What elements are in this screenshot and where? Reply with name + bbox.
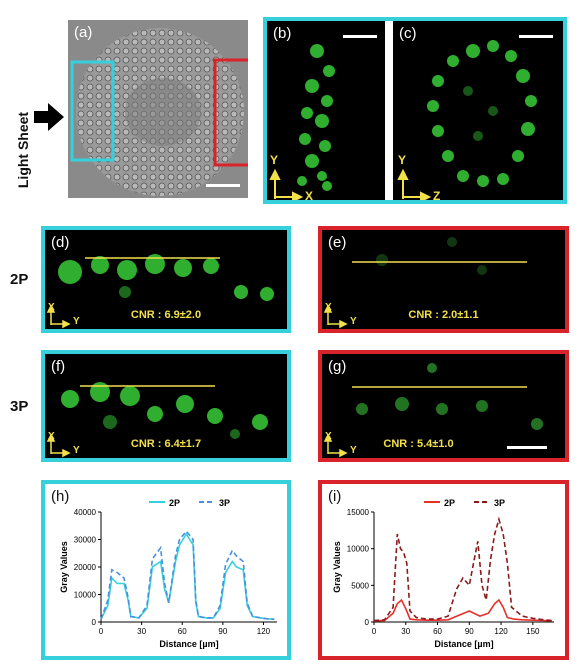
x-tick-label: 60 [433,627,442,636]
y-axis-label: Gray Values [332,541,342,593]
panel-d-label: (d) [51,234,70,251]
panel-e-cnr: CNR : 2.0±1.1 [408,309,479,321]
panel-h-label: (h) [51,488,70,505]
panel-a-label: (a) [74,24,93,41]
panel-h-plot: (h) 0 10000 20000 30000 40000 0 30 60 90 120 Dista… [41,480,291,660]
panel-d-axis-x: X [48,302,55,313]
panel-i-label: (i) [328,488,342,505]
light-sheet-label: Light Sheet [15,111,31,189]
panel-c-axis-z: Z [433,189,441,203]
panel-g-label: (g) [328,358,347,375]
panel-d-cnr: CNR : 6.9±2.0 [130,309,202,321]
panel-b-axis-x: X [305,189,314,203]
y-tick-label: 0 [365,618,370,627]
legend-label-2p: 2P [169,498,180,508]
x-tick-label: 30 [401,627,410,636]
panel-e: (e) X Y CNR : 2.0±1.1 [318,226,569,333]
panel-i-plot: (i) 0 5000 10000 15000 0 30 60 90 120 150 Distance… [318,480,569,660]
panel-g-cnr: CNR : 5.4±1.0 [383,438,454,450]
panel-g-axis-x: X [325,431,332,442]
series-line-3p [373,516,552,622]
panel-f-label: (f) [51,358,66,375]
y-axis-label: Gray Values [59,541,69,593]
panel-g: (g) X Y CNR : 5.4±1.0 [318,350,569,462]
row-label-2p: 2P [10,271,29,288]
x-tick-label: 150 [526,627,540,636]
legend-label-2p: 2P [444,498,455,508]
panel-f-cnr: CNR : 6.4±1.7 [130,438,202,450]
x-tick-label: 120 [494,627,508,636]
chart-i: 0 5000 10000 15000 0 30 60 90 120 150 Distance [µm… [332,498,554,649]
panel-f-axis-x: X [48,431,55,442]
legend-label-3p: 3P [219,498,230,508]
y-tick-label: 0 [92,618,97,627]
y-tick-label: 20000 [74,563,97,572]
panel-d: (d) X Y CNR : 6.9±2.0 [41,226,291,333]
y-tick-label: 10000 [74,591,97,600]
y-tick-label: 15000 [347,508,370,517]
panel-f-axis-y: Y [73,445,80,456]
legend-label-3p: 3P [494,498,505,508]
y-tick-label: 30000 [74,536,97,545]
panel-c-axis-y: Y [398,153,407,167]
y-tick-label: 40000 [74,508,97,517]
light-sheet-arrow-icon [34,103,64,131]
panel-b: (b) Y X [267,21,385,200]
panel-b-label: (b) [273,25,292,42]
panel-g-axis-y: Y [350,445,357,456]
chart-h: 0 10000 20000 30000 40000 0 30 60 90 120 Distance … [59,498,277,649]
x-tick-label: 60 [178,627,187,636]
panel-e-axis-y: Y [350,316,357,327]
panel-a-brightfield: (a) [68,20,248,198]
panel-bc-frame: (b) Y X (c) Y Z [263,17,567,204]
panel-f: (f) X Y CNR : 6.4±1.7 [41,350,291,462]
panel-c: (c) Y Z [393,21,563,200]
panel-e-axis-x: X [325,302,332,313]
x-tick-label: 90 [218,627,227,636]
x-tick-label: 0 [99,627,104,636]
x-axis-label: Distance [µm] [434,639,493,649]
spheroid-image [68,20,248,198]
y-tick-label: 10000 [347,545,370,554]
panel-b-axis-y: Y [270,153,279,167]
panel-c-label: (c) [399,25,417,42]
x-tick-label: 0 [372,627,377,636]
x-tick-label: 120 [257,627,271,636]
x-tick-label: 30 [137,627,146,636]
x-tick-label: 90 [465,627,474,636]
panel-d-axis-y: Y [73,316,80,327]
panel-e-label: (e) [328,234,347,251]
x-axis-label: Distance [µm] [159,639,218,649]
row-label-3p: 3P [10,398,29,415]
series-line-3p [100,530,275,621]
series-line-2p [373,598,552,622]
y-tick-label: 5000 [351,581,369,590]
